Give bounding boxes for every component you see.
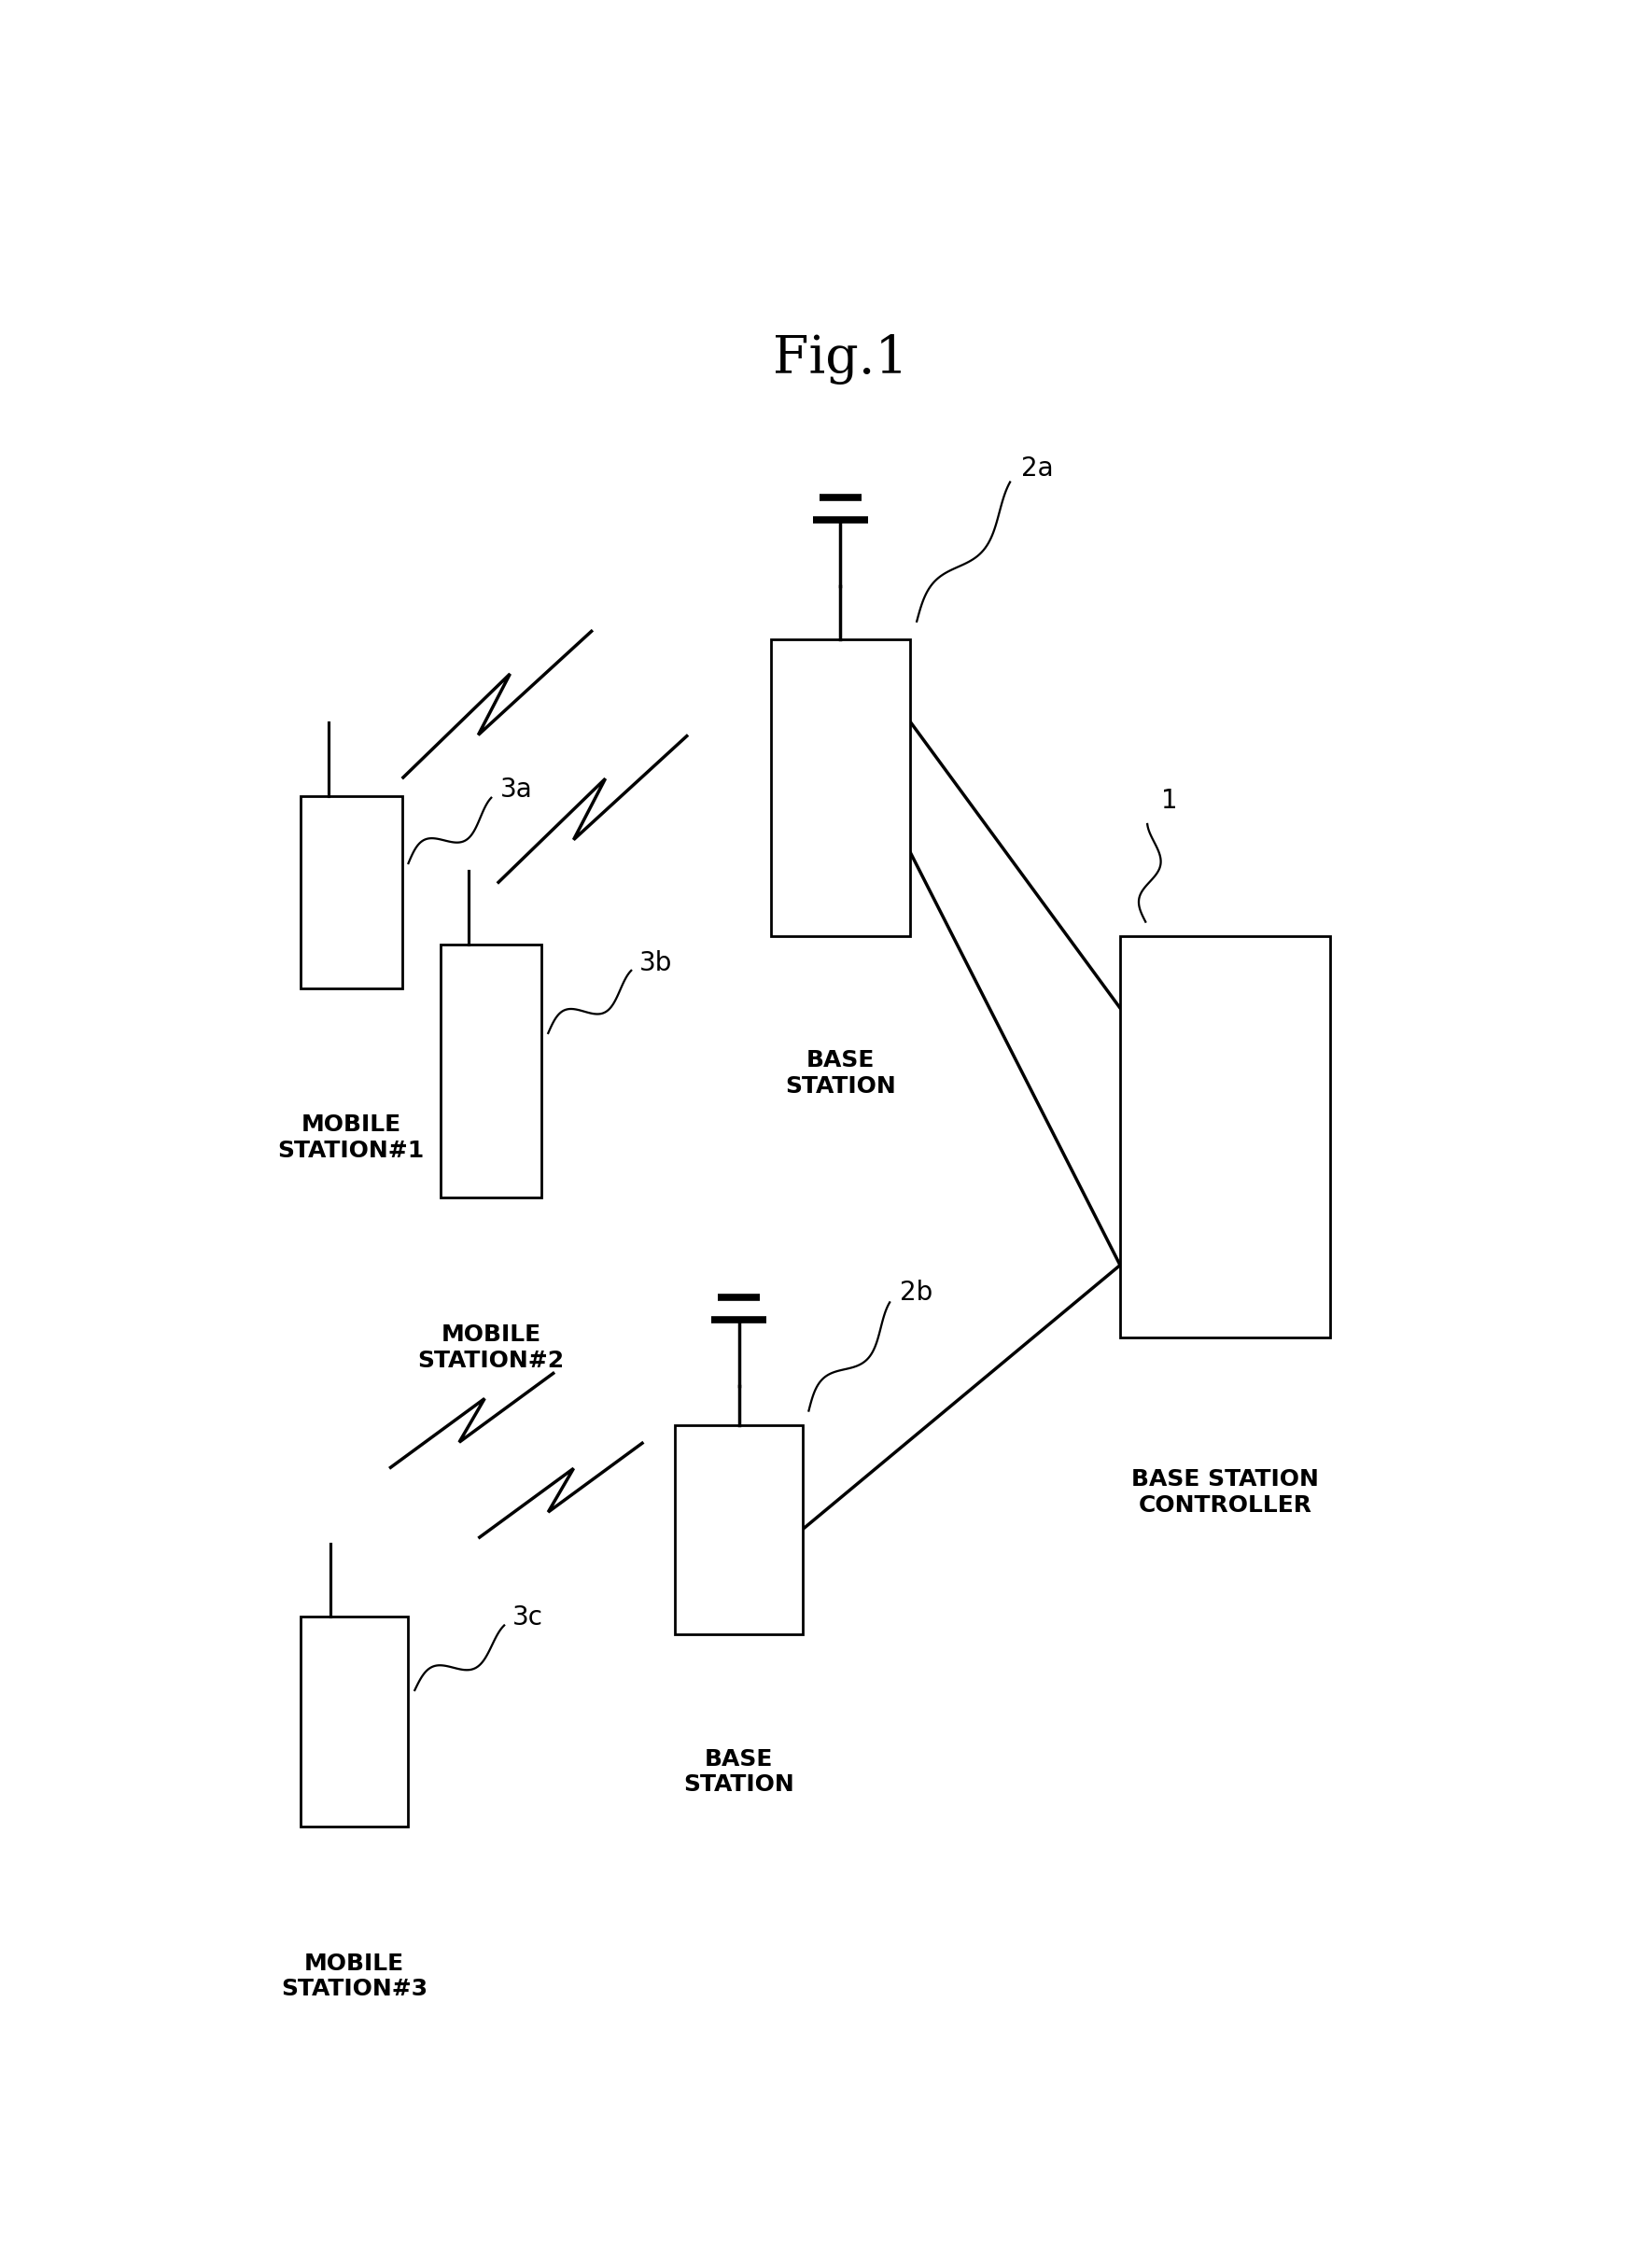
Text: 2a: 2a (1022, 456, 1053, 481)
Bar (771, 640, 910, 937)
Bar (300, 796, 402, 989)
Text: 3c: 3c (513, 1606, 543, 1631)
Text: BASE STATION
CONTROLLER: BASE STATION CONTROLLER (1132, 1467, 1319, 1517)
Text: MOBILE
STATION#2: MOBILE STATION#2 (418, 1325, 564, 1372)
Bar (300, 1617, 408, 1826)
Text: 3b: 3b (640, 950, 672, 975)
Text: Fig.1: Fig.1 (772, 333, 909, 383)
Text: BASE
STATION: BASE STATION (786, 1050, 895, 1098)
Bar (676, 1424, 802, 1635)
Text: MOBILE
STATION#3: MOBILE STATION#3 (280, 1953, 428, 2000)
Text: 2b: 2b (900, 1279, 933, 1306)
Bar (440, 943, 541, 1198)
Bar (1120, 937, 1330, 1338)
Text: MOBILE
STATION#1: MOBILE STATION#1 (277, 1114, 425, 1161)
Text: BASE
STATION: BASE STATION (684, 1749, 794, 1796)
Text: 1: 1 (1161, 787, 1178, 814)
Text: 3a: 3a (500, 778, 533, 803)
